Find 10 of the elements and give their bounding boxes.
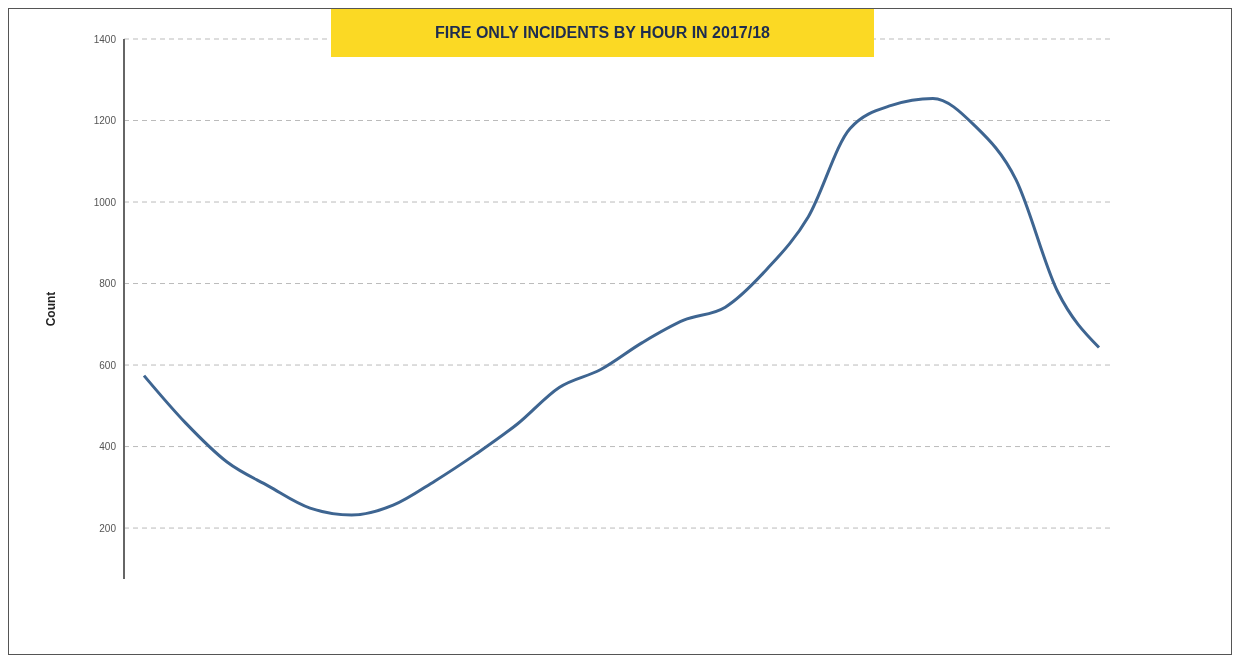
y-tick-label: 1200 [93, 115, 117, 127]
y-tick-label: 200 [99, 522, 117, 534]
y-tick-label: 400 [99, 441, 117, 453]
y-tick-label: 1000 [93, 196, 117, 208]
y-axis-title: Count [44, 291, 59, 327]
chart-title: FIRE ONLY INCIDENTS BY HOUR IN 2017/18 [435, 24, 770, 42]
line-series [142, 97, 1101, 517]
y-tick-label: 800 [99, 278, 117, 290]
y-tick-label: 600 [99, 359, 117, 371]
y-tick-label: 1400 [93, 33, 117, 45]
